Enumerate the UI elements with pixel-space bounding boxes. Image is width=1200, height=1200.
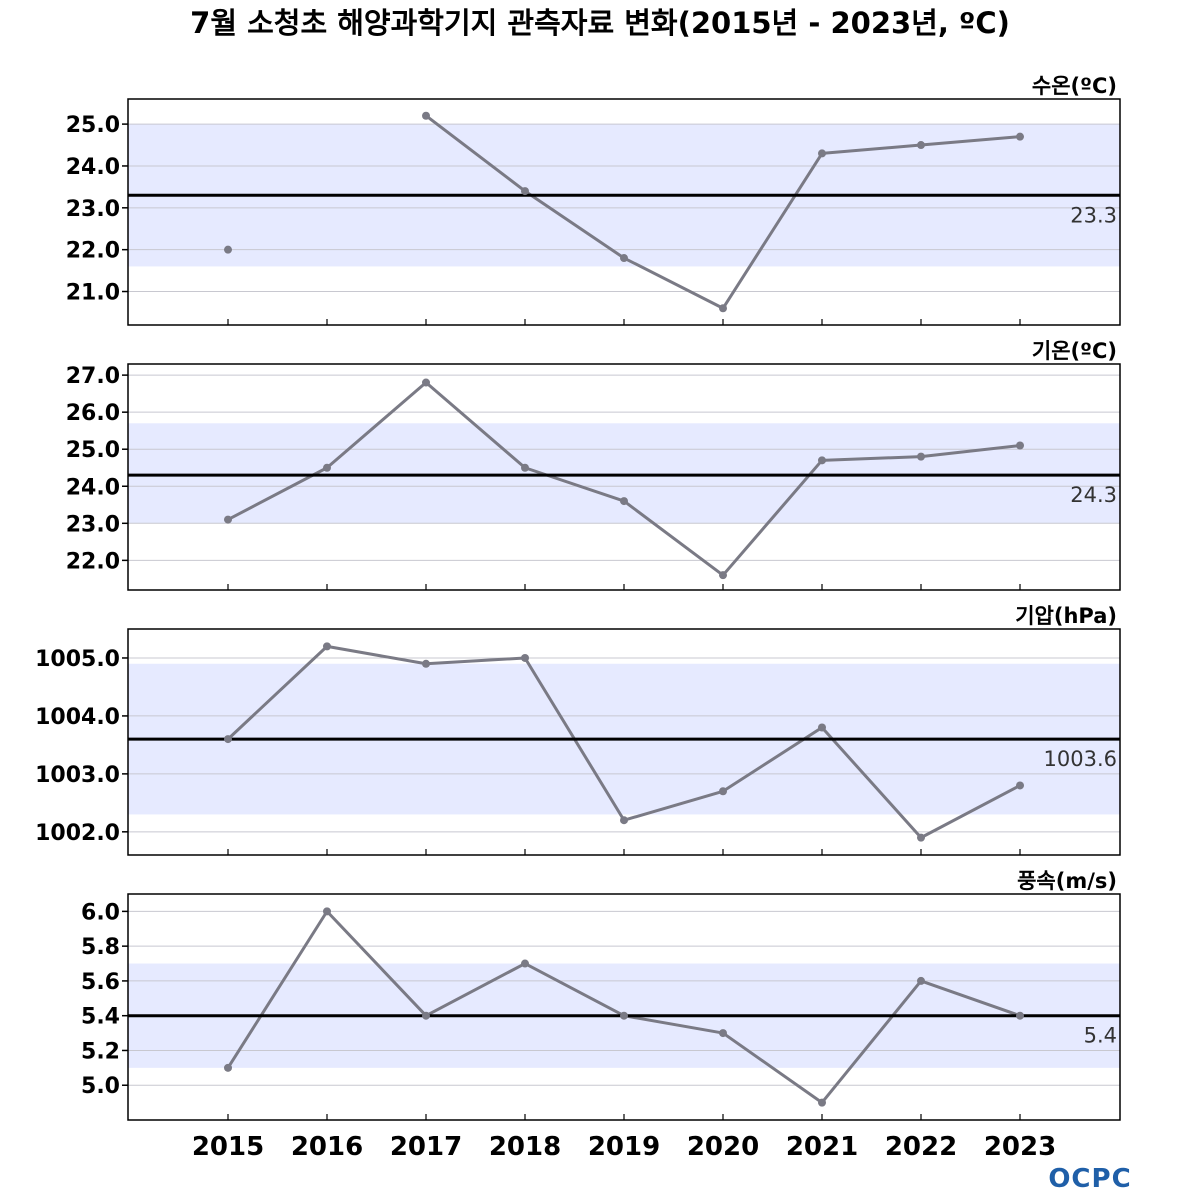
data-point (917, 976, 925, 985)
data-point (620, 497, 628, 506)
data-point (224, 245, 232, 254)
x-tick-label: 2020 (687, 1132, 759, 1162)
x-axis: 2015 2016 2017 2018 2019 2020 2021 2022 2023 (192, 1132, 1056, 1162)
y-tick-label: 26.0 (66, 401, 120, 426)
chart-panels: 21.0 22.0 23.0 24.0 25.0 23.3 수온(ºC) 22.0 23.0 24… (35, 74, 1121, 1121)
normal-range-band (128, 423, 1120, 524)
data-point (719, 571, 727, 580)
data-point (521, 463, 529, 472)
data-point (422, 1011, 430, 1020)
data-point (422, 111, 430, 120)
data-point (818, 149, 826, 158)
x-tick-label: 2023 (984, 1132, 1056, 1162)
data-point (521, 653, 529, 662)
data-point (521, 959, 529, 968)
y-tick-label: 25.0 (66, 113, 120, 138)
x-tick-label: 2019 (588, 1132, 660, 1162)
y-tick-label: 5.2 (81, 1039, 120, 1064)
y-tick-label: 1004.0 (35, 705, 120, 730)
x-tick-label: 2017 (390, 1132, 462, 1162)
y-tick-label: 5.4 (81, 1005, 120, 1030)
data-point (1016, 1011, 1024, 1020)
mean-value-label: 23.3 (1070, 203, 1117, 227)
data-point (521, 187, 529, 196)
y-tick-label: 24.0 (66, 155, 120, 180)
y-tick-label: 1005.0 (35, 647, 120, 672)
y-tick-label: 24.0 (66, 475, 120, 500)
panel-label: 수온(ºC) (1032, 74, 1117, 98)
data-point (422, 659, 430, 668)
x-tick-label: 2015 (192, 1132, 264, 1162)
data-point (620, 816, 628, 825)
panel-0: 21.0 22.0 23.0 24.0 25.0 23.3 수온(ºC) (66, 74, 1121, 326)
x-tick-label: 2022 (885, 1132, 957, 1162)
y-tick-label: 21.0 (66, 281, 120, 306)
data-point (719, 787, 727, 796)
data-point (719, 304, 727, 313)
x-tick-label: 2016 (291, 1132, 363, 1162)
data-point (818, 723, 826, 732)
y-tick-label: 1002.0 (35, 821, 120, 846)
y-tick-label: 5.6 (81, 970, 120, 995)
panel-label: 풍속(m/s) (1017, 869, 1117, 893)
data-point (917, 452, 925, 461)
panel-frame (127, 98, 1121, 326)
panel-3: 5.0 5.2 5.4 5.6 5.8 6.0 5.4 풍속(m/s) (81, 869, 1121, 1121)
logo-text: OCPC (1048, 1164, 1131, 1194)
data-point (1016, 781, 1024, 790)
data-point (224, 735, 232, 744)
data-point (224, 515, 232, 524)
y-tick-label: 23.0 (66, 197, 120, 222)
ocpc-logo: OCPC (1048, 1164, 1131, 1194)
panel-2: 1002.0 1003.0 1004.0 1005.0 1003.6 기압(hPa) (35, 604, 1121, 856)
data-point (818, 456, 826, 465)
mean-value-label: 1003.6 (1044, 747, 1117, 771)
data-point (323, 642, 331, 651)
data-point (620, 254, 628, 263)
panel-label: 기압(hPa) (1015, 604, 1117, 628)
panel-frame (127, 628, 1121, 856)
data-point (422, 378, 430, 387)
y-tick-label: 22.0 (66, 549, 120, 574)
data-point (224, 1063, 232, 1072)
data-point (917, 833, 925, 842)
y-tick-label: 5.0 (81, 1074, 120, 1099)
panel-1: 22.0 23.0 24.0 25.0 26.0 27.0 24.3 기온(ºC) (66, 339, 1121, 591)
y-tick-label: 6.0 (81, 900, 120, 925)
y-tick-label: 5.8 (81, 935, 120, 960)
mean-value-label: 5.4 (1084, 1024, 1117, 1048)
data-point (1016, 132, 1024, 141)
x-tick-label: 2021 (786, 1132, 858, 1162)
data-point (1016, 441, 1024, 450)
y-tick-label: 23.0 (66, 512, 120, 537)
data-point (917, 141, 925, 150)
panel-frame (127, 893, 1121, 1121)
y-tick-label: 25.0 (66, 438, 120, 463)
mean-value-label: 24.3 (1070, 483, 1117, 507)
y-tick-label: 22.0 (66, 239, 120, 264)
chart-title: 7월 소청초 해양과학기지 관측자료 변화(2015년 - 2023년, ºC) (190, 6, 1010, 40)
data-point (620, 1011, 628, 1020)
x-tick-label: 2018 (489, 1132, 561, 1162)
y-tick-label: 27.0 (66, 364, 120, 389)
data-point (719, 1029, 727, 1038)
panel-frame (127, 363, 1121, 591)
panel-label: 기온(ºC) (1032, 339, 1117, 363)
data-point (818, 1098, 826, 1107)
data-point (323, 907, 331, 916)
data-point (323, 463, 331, 472)
y-tick-label: 1003.0 (35, 763, 120, 788)
